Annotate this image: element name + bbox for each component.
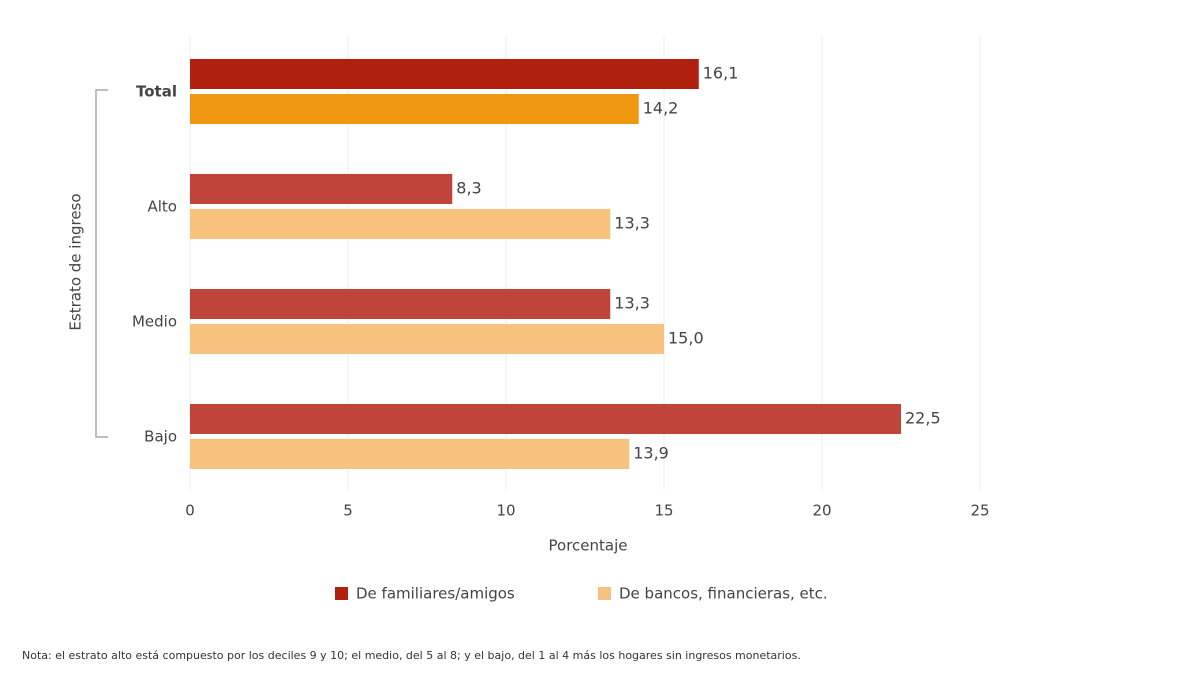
x-tick-label: 10 — [496, 502, 515, 520]
bar — [190, 94, 639, 124]
y-tick-label: Medio — [132, 313, 177, 331]
value-label: 16,1 — [703, 64, 739, 83]
value-label: 8,3 — [456, 179, 481, 198]
x-axis-label: Porcentaje — [549, 537, 628, 555]
bar — [190, 289, 611, 319]
y-tick-label: Bajo — [144, 428, 177, 446]
value-label: 13,3 — [614, 294, 650, 313]
x-tick-label: 5 — [343, 502, 353, 520]
value-label: 13,9 — [633, 444, 669, 463]
value-label: 13,3 — [614, 214, 650, 233]
bar — [190, 59, 699, 89]
x-tick-label: 20 — [812, 502, 831, 520]
legend-label: De bancos, financieras, etc. — [619, 585, 828, 603]
note: Nota: el estrato alto está compuesto por… — [22, 649, 801, 662]
bracket — [95, 89, 108, 438]
bar — [190, 174, 453, 204]
x-tick-label: 15 — [654, 502, 673, 520]
y-tick-label: Total — [136, 83, 177, 101]
value-label: 14,2 — [643, 99, 679, 118]
bar — [190, 209, 611, 239]
legend-label: De familiares/amigos — [356, 585, 515, 603]
x-tick-label: 0 — [185, 502, 195, 520]
bar — [190, 404, 901, 434]
y-tick-label: Alto — [148, 198, 178, 216]
y-axis-label: Estrato de ingreso — [67, 193, 85, 330]
legend-swatch — [598, 587, 611, 600]
x-tick-label: 25 — [970, 502, 989, 520]
value-label: 15,0 — [668, 329, 704, 348]
bar — [190, 439, 630, 469]
legend-swatch — [335, 587, 348, 600]
bar — [190, 324, 664, 354]
value-label: 22,5 — [905, 409, 941, 428]
